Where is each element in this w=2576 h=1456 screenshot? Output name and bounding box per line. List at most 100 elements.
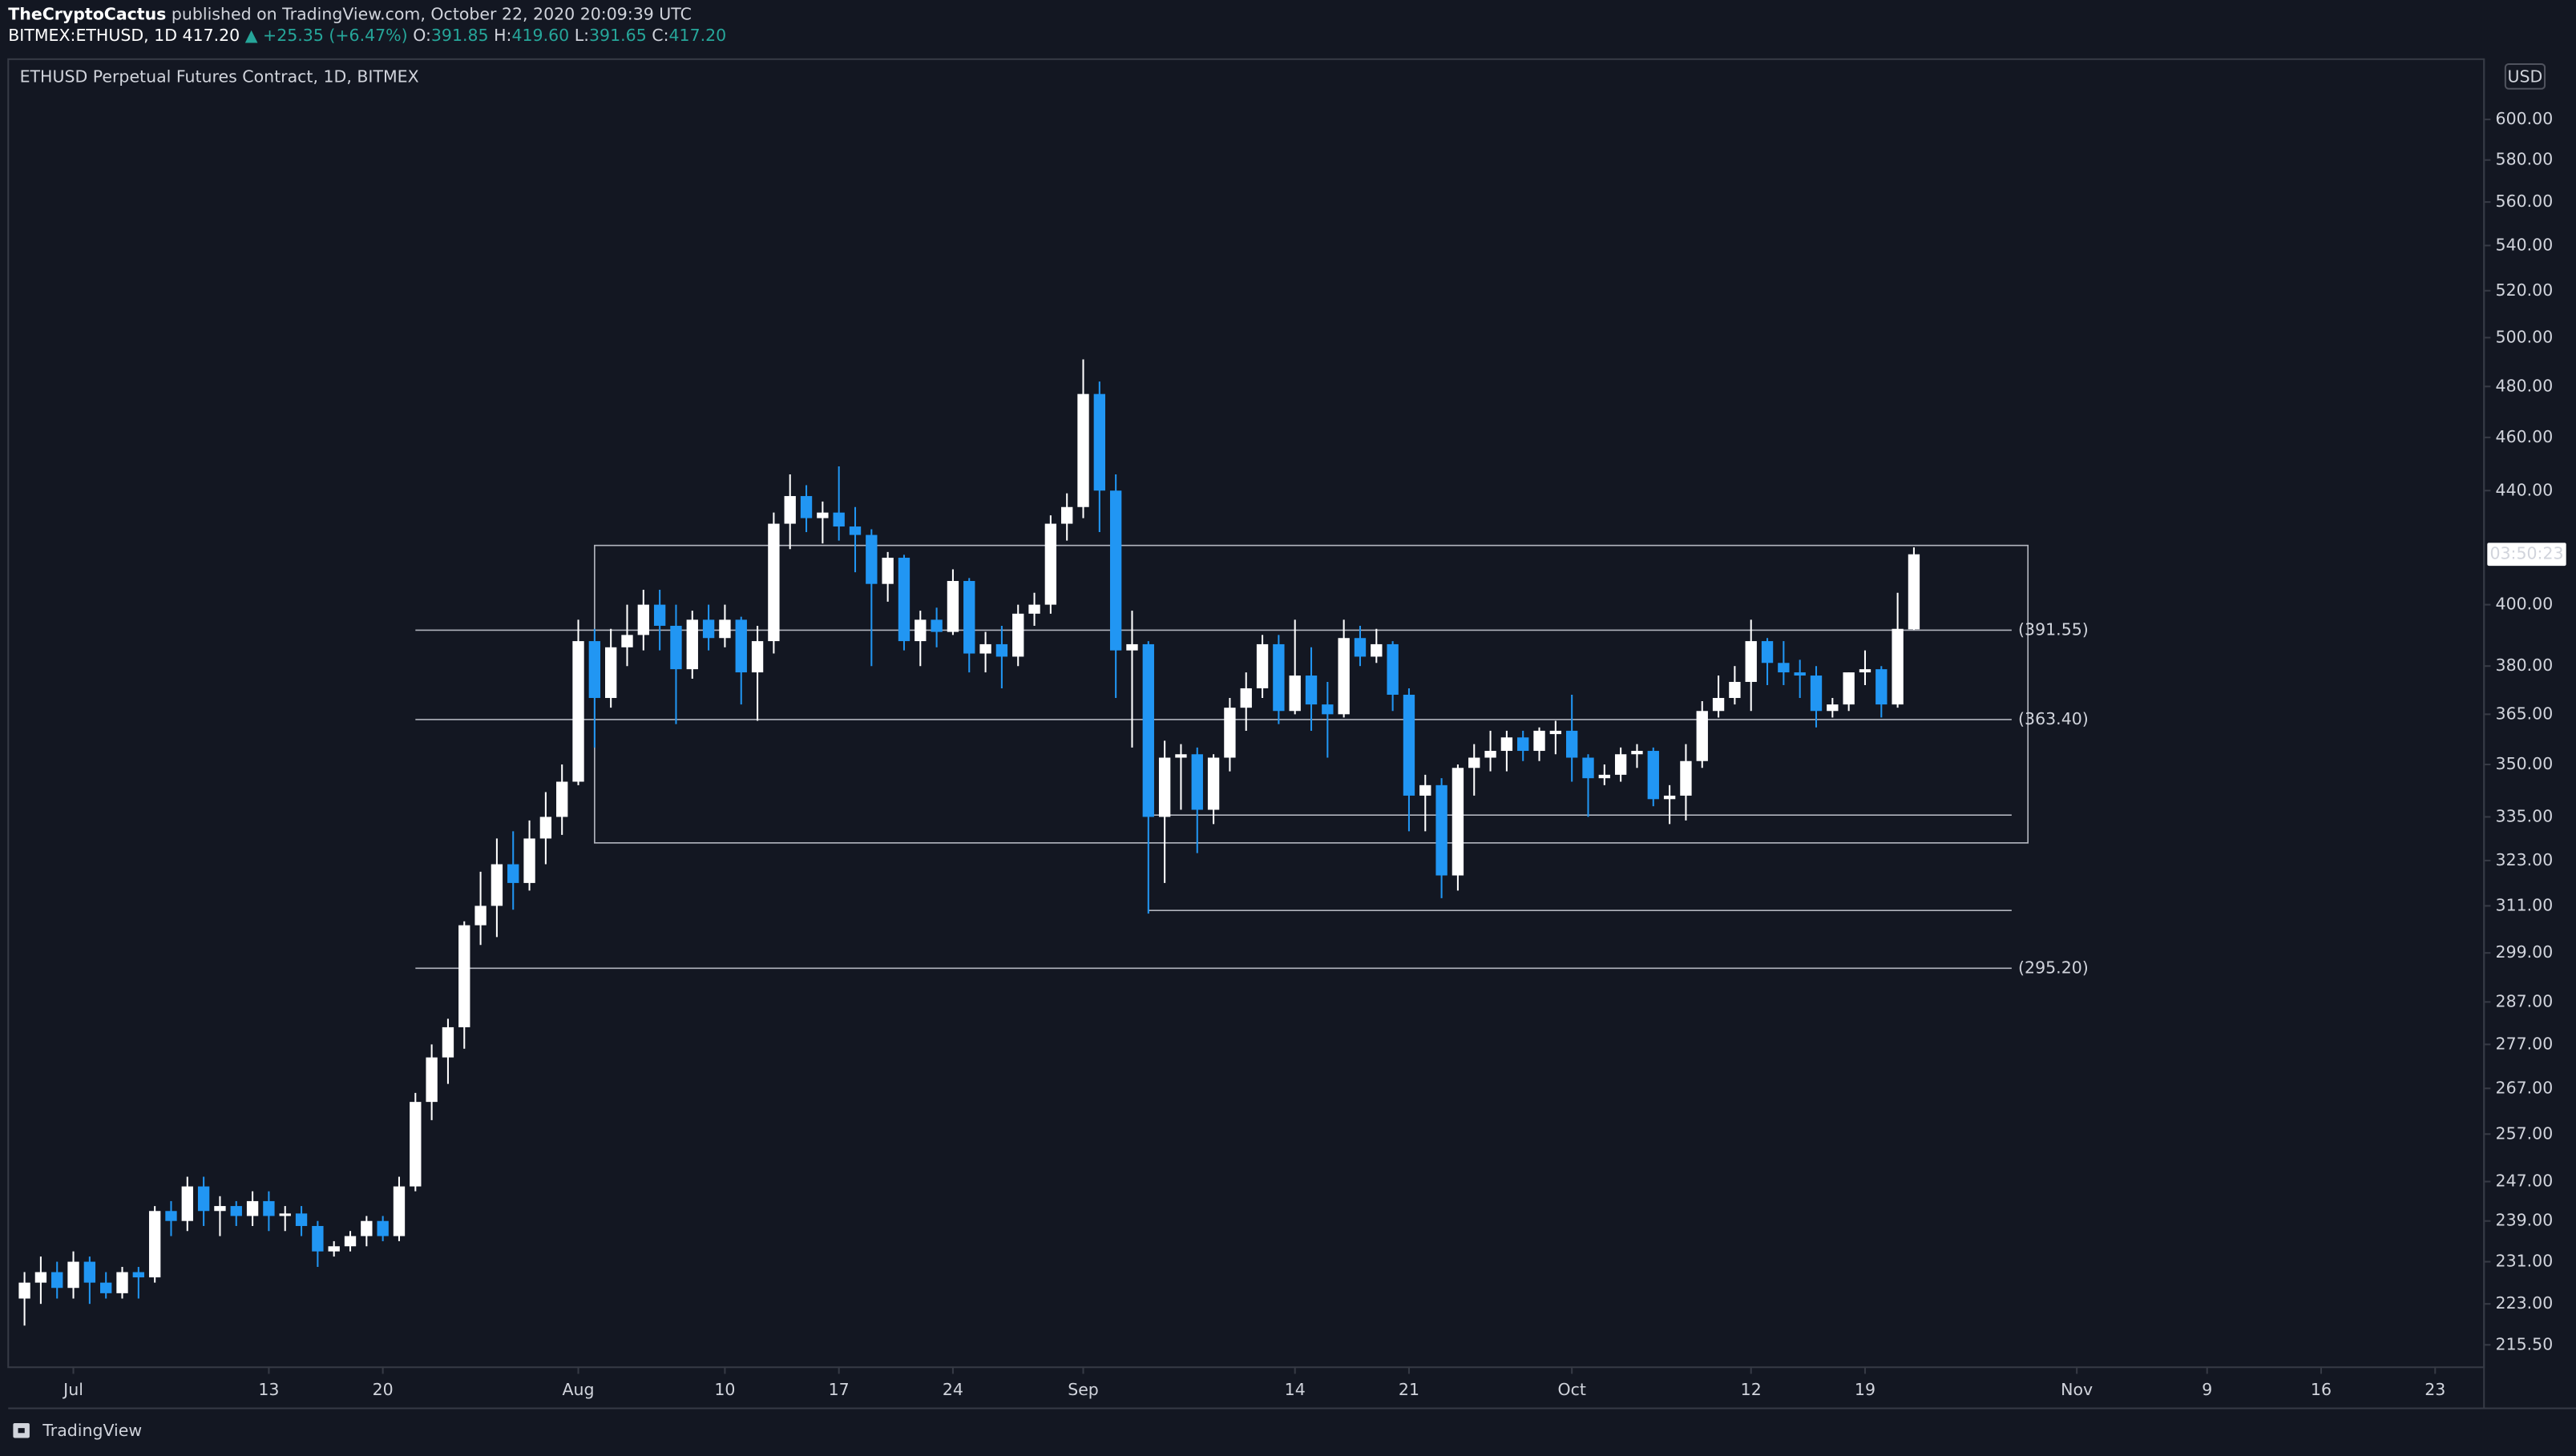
y-tick-label: 239.00 bbox=[2496, 1211, 2554, 1230]
x-tick-label: 23 bbox=[2425, 1380, 2445, 1399]
candle-body bbox=[442, 1026, 454, 1058]
brand: TradingView bbox=[42, 1421, 142, 1440]
candle-body bbox=[1403, 694, 1415, 796]
y-tick-label: 257.00 bbox=[2496, 1123, 2554, 1143]
candle-body bbox=[132, 1272, 144, 1278]
candle-body bbox=[230, 1206, 242, 1216]
y-tick-label: 277.00 bbox=[2496, 1034, 2554, 1053]
c: 417.20 bbox=[668, 26, 726, 45]
price-tag-box bbox=[2487, 542, 2566, 567]
published: published on TradingView.com, October 22… bbox=[172, 4, 692, 23]
candle-body bbox=[1387, 643, 1399, 695]
x-tick-label: 12 bbox=[1741, 1380, 1762, 1399]
y-tick-label: 380.00 bbox=[2496, 655, 2554, 675]
candle-body bbox=[1745, 641, 1757, 682]
candle-body bbox=[915, 619, 927, 642]
candle-body bbox=[995, 643, 1008, 657]
chart-title: ETHUSD Perpetual Futures Contract, 1D, B… bbox=[20, 67, 419, 86]
candle-body bbox=[263, 1200, 275, 1216]
y-tick-label: 287.00 bbox=[2496, 991, 2554, 1010]
candle-body bbox=[686, 619, 698, 670]
symbol: BITMEX:ETHUSD, 1D bbox=[8, 26, 177, 45]
candle-body bbox=[1582, 757, 1594, 779]
candle-body bbox=[670, 625, 682, 670]
x-tick-label: Oct bbox=[1557, 1380, 1585, 1399]
candle-body bbox=[1533, 730, 1545, 752]
y-tick-label: 299.00 bbox=[2496, 942, 2554, 962]
candle-body bbox=[735, 619, 747, 673]
x-tick-label: Nov bbox=[2061, 1380, 2093, 1399]
candle-body bbox=[426, 1057, 438, 1103]
candle-body bbox=[1859, 669, 1871, 673]
candle-body bbox=[702, 619, 715, 639]
currency-box[interactable] bbox=[2504, 63, 2546, 90]
candle-body bbox=[1500, 737, 1513, 752]
y-tick-label: 560.00 bbox=[2496, 192, 2554, 211]
y-tick-label: 500.00 bbox=[2496, 327, 2554, 346]
candle-body bbox=[1289, 676, 1301, 712]
candle-body bbox=[1419, 784, 1431, 796]
l-label: L: bbox=[575, 26, 589, 45]
candle-body bbox=[344, 1236, 357, 1247]
candle-body bbox=[1778, 663, 1790, 673]
candle-body bbox=[979, 643, 991, 654]
candle-body bbox=[410, 1102, 422, 1187]
candle-body bbox=[833, 512, 845, 527]
candle-body bbox=[817, 512, 829, 518]
candle-body bbox=[768, 523, 780, 642]
candle-body bbox=[1810, 676, 1823, 712]
candle-body bbox=[1207, 757, 1220, 810]
candle-body bbox=[18, 1282, 30, 1299]
candle-body bbox=[1843, 672, 1855, 705]
x-tick-label: 21 bbox=[1399, 1380, 1419, 1399]
y-tick-label: 311.00 bbox=[2496, 895, 2554, 914]
candle-body bbox=[100, 1282, 112, 1293]
y-tick-label: 580.00 bbox=[2496, 150, 2554, 169]
candle-body bbox=[1093, 393, 1106, 491]
candle-body bbox=[1631, 751, 1643, 755]
y-tick-label: 323.00 bbox=[2496, 850, 2554, 869]
candle-body bbox=[1109, 490, 1122, 651]
candle-body bbox=[1712, 698, 1725, 712]
candle-body bbox=[491, 864, 503, 906]
y-tick-label: 223.00 bbox=[2496, 1293, 2554, 1313]
candle-body bbox=[1191, 754, 1203, 810]
candle-body bbox=[1647, 751, 1659, 800]
candle-body bbox=[67, 1261, 79, 1289]
candle-body bbox=[1761, 641, 1774, 663]
candle-body bbox=[116, 1272, 128, 1293]
candle-body bbox=[866, 534, 878, 584]
level-label: (363.40) bbox=[2018, 709, 2089, 728]
x-tick-label: 10 bbox=[714, 1380, 735, 1399]
y-tick-label: 600.00 bbox=[2496, 109, 2554, 128]
candle-body bbox=[1598, 774, 1610, 779]
y-tick-label: 520.00 bbox=[2496, 280, 2554, 300]
candle-body bbox=[1435, 784, 1447, 876]
candle-body bbox=[1468, 757, 1480, 768]
candle-body bbox=[377, 1220, 389, 1236]
y-tick-label: 231.00 bbox=[2496, 1252, 2554, 1271]
candle-body bbox=[197, 1186, 210, 1212]
candle-body bbox=[1452, 768, 1464, 876]
o-label: O: bbox=[413, 26, 431, 45]
x-tick-label: 14 bbox=[1285, 1380, 1306, 1399]
candle-body bbox=[849, 526, 862, 535]
candle-body bbox=[1175, 754, 1187, 758]
candle-body bbox=[637, 604, 649, 635]
candle-body bbox=[1484, 751, 1496, 758]
candle-body bbox=[1158, 757, 1171, 817]
x-tick-label: 16 bbox=[2311, 1380, 2332, 1399]
x-tick-label: 19 bbox=[1855, 1380, 1875, 1399]
candle-body bbox=[604, 647, 617, 699]
candle-body bbox=[1875, 669, 1888, 705]
x-tick-label: 9 bbox=[2202, 1380, 2212, 1399]
candle-body bbox=[1354, 638, 1367, 657]
y-tick-label: 440.00 bbox=[2496, 480, 2554, 499]
currency: USD bbox=[2508, 67, 2543, 86]
y-tick-label: 335.00 bbox=[2496, 806, 2554, 825]
candle-body bbox=[279, 1213, 291, 1216]
candle-body bbox=[751, 641, 764, 673]
candle-body bbox=[1224, 708, 1236, 758]
x-tick-label: 24 bbox=[943, 1380, 963, 1399]
